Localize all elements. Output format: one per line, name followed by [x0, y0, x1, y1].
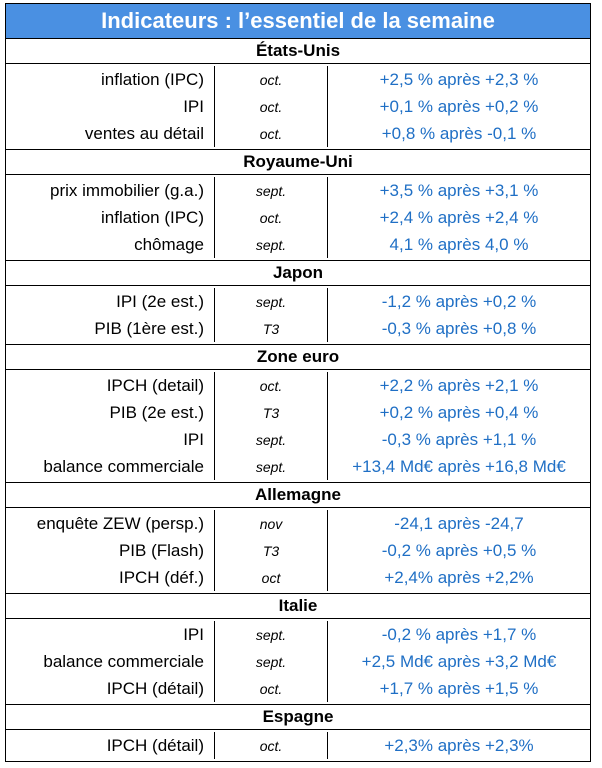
indicator-label: IPCH (detail) [6, 372, 215, 399]
table-row: IPI sept. -0,2 % après +1,7 % [6, 621, 590, 648]
indicator-label: IPCH (déf.) [6, 564, 215, 591]
indicator-label: IPI [6, 621, 215, 648]
period-cell: oct [215, 564, 328, 591]
value-cell: -1,2 % après +0,2 % [381, 291, 537, 311]
section-header: Royaume-Uni [6, 150, 590, 175]
period-cell: oct. [215, 675, 328, 702]
indicators-table: Indicateurs : l’essentiel de la semaine … [5, 3, 591, 762]
table-title: Indicateurs : l’essentiel de la semaine [6, 4, 590, 39]
indicator-label: balance commerciale [6, 453, 215, 480]
indicator-label: IPCH (détail) [6, 732, 215, 759]
value-cell: +0,2 % après +0,4 % [379, 402, 539, 422]
value-cell: +2,5 Md€ après +3,2 Md€ [361, 651, 557, 671]
indicator-label: prix immobilier (g.a.) [6, 177, 215, 204]
section-rows: IPI (2e est.) sept. -1,2 % après +0,2 % PIB… [6, 286, 590, 345]
table-row: enquête ZEW (persp.) nov -24,1 après -24,7 [6, 510, 590, 537]
period-cell: sept. [215, 177, 328, 204]
period-cell: oct. [215, 120, 328, 147]
period-cell: sept. [215, 426, 328, 453]
section-header: Italie [6, 594, 590, 619]
value-cell: +2,3% après +2,3% [384, 735, 534, 755]
table-row: IPCH (déf.) oct +2,4% après +2,2% [6, 564, 590, 591]
table-row: ventes au détail oct. +0,8 % après -0,1 % [6, 120, 590, 147]
table-row: IPCH (détail) oct. +1,7 % après +1,5 % [6, 675, 590, 702]
table-row: IPI (2e est.) sept. -1,2 % après +0,2 % [6, 288, 590, 315]
period-cell: sept. [215, 453, 328, 480]
value-cell: +0,1 % après +0,2 % [379, 96, 539, 116]
table-row: balance commerciale sept. +13,4 Md€ après … [6, 453, 590, 480]
indicator-label: inflation (IPC) [6, 204, 215, 231]
value-cell: +2,4% après +2,2% [384, 567, 534, 587]
table-row: balance commerciale sept. +2,5 Md€ après +… [6, 648, 590, 675]
section-rows: IPI sept. -0,2 % après +1,7 % balance comme… [6, 619, 590, 705]
table-row: IPI sept. -0,3 % après +1,1 % [6, 426, 590, 453]
indicator-label: balance commerciale [6, 648, 215, 675]
value-cell: -0,2 % après +1,7 % [381, 624, 537, 644]
value-cell: 4,1 % après 4,0 % [389, 234, 529, 254]
value-cell: +2,4 % après +2,4 % [379, 207, 539, 227]
table-row: PIB (Flash) T3 -0,2 % après +0,5 % [6, 537, 590, 564]
period-cell: sept. [215, 288, 328, 315]
indicator-label: PIB (1ère est.) [6, 315, 215, 342]
indicator-label: IPI [6, 93, 215, 120]
table-row: inflation (IPC) oct. +2,5 % après +2,3 % [6, 66, 590, 93]
period-cell: T3 [215, 537, 328, 564]
section-header: États-Unis [6, 39, 590, 64]
value-cell: +0,8 % après -0,1 % [381, 123, 537, 143]
period-cell: sept. [215, 621, 328, 648]
indicator-label: ventes au détail [6, 120, 215, 147]
period-cell: oct. [215, 204, 328, 231]
period-cell: nov [215, 510, 328, 537]
table-row: IPCH (détail) oct. +2,3% après +2,3% [6, 732, 590, 759]
section-header: Allemagne [6, 483, 590, 508]
period-cell: sept. [215, 231, 328, 258]
table-body: États-Unis inflation (IPC) oct. +2,5 % aprè… [6, 39, 590, 761]
period-cell: oct. [215, 372, 328, 399]
period-cell: sept. [215, 648, 328, 675]
period-cell: oct. [215, 66, 328, 93]
value-cell: +2,5 % après +2,3 % [379, 69, 539, 89]
section-rows: IPCH (détail) oct. +2,3% après +2,3% [6, 730, 590, 761]
value-cell: -0,3 % après +0,8 % [381, 318, 537, 338]
section-header: Zone euro [6, 345, 590, 370]
value-cell: +1,7 % après +1,5 % [379, 678, 539, 698]
period-cell: T3 [215, 399, 328, 426]
indicator-label: chômage [6, 231, 215, 258]
period-cell: oct. [215, 93, 328, 120]
indicator-label: PIB (2e est.) [6, 399, 215, 426]
period-cell: oct. [215, 732, 328, 759]
section-header: Japon [6, 261, 590, 286]
table-row: IPI oct. +0,1 % après +0,2 % [6, 93, 590, 120]
table-row: PIB (1ère est.) T3 -0,3 % après +0,8 % [6, 315, 590, 342]
value-cell: -0,2 % après +0,5 % [381, 540, 537, 560]
indicator-label: enquête ZEW (persp.) [6, 510, 215, 537]
table-row: chômage sept. 4,1 % après 4,0 % [6, 231, 590, 258]
table-row: PIB (2e est.) T3 +0,2 % après +0,4 % [6, 399, 590, 426]
value-cell: +13,4 Md€ après +16,8 Md€ [352, 456, 566, 476]
section-rows: prix immobilier (g.a.) sept. +3,5 % après … [6, 175, 590, 261]
indicator-label: IPI (2e est.) [6, 288, 215, 315]
table-row: IPCH (detail) oct. +2,2 % après +2,1 % [6, 372, 590, 399]
section-rows: IPCH (detail) oct. +2,2 % après +2,1 % PIB … [6, 370, 590, 483]
table-row: inflation (IPC) oct. +2,4 % après +2,4 % [6, 204, 590, 231]
indicator-label: PIB (Flash) [6, 537, 215, 564]
section-rows: inflation (IPC) oct. +2,5 % après +2,3 % IP… [6, 64, 590, 150]
table-row: prix immobilier (g.a.) sept. +3,5 % après … [6, 177, 590, 204]
indicator-label: IPCH (détail) [6, 675, 215, 702]
section-header: Espagne [6, 705, 590, 730]
indicator-label: IPI [6, 426, 215, 453]
section-rows: enquête ZEW (persp.) nov -24,1 après -24,7… [6, 508, 590, 594]
indicator-label: inflation (IPC) [6, 66, 215, 93]
value-cell: +2,2 % après +2,1 % [379, 375, 539, 395]
value-cell: -24,1 après -24,7 [394, 513, 524, 533]
value-cell: +3,5 % après +3,1 % [379, 180, 539, 200]
period-cell: T3 [215, 315, 328, 342]
value-cell: -0,3 % après +1,1 % [381, 429, 537, 449]
